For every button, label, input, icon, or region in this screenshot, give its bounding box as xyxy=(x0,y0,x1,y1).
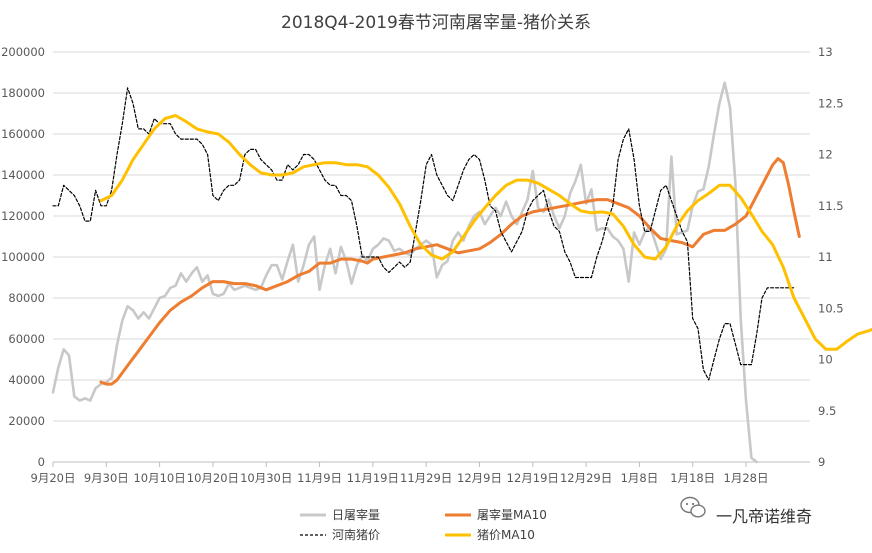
x-tick-label: 12月9日 xyxy=(457,471,502,485)
y-left-tick-label: 200000 xyxy=(1,45,45,59)
x-tick-label: 12月29日 xyxy=(560,471,612,485)
legend-label: 日屠宰量 xyxy=(332,507,380,522)
wechat-icon xyxy=(680,496,706,518)
legend: 日屠宰量 屠宰量MA10 河南猪价 猪价MA10 xyxy=(300,507,547,542)
y-right-tick-label: 11 xyxy=(818,250,833,264)
y-right-tick-label: 9 xyxy=(818,455,825,469)
y-left-tick-label: 160000 xyxy=(1,127,45,141)
x-axis: 9月20日 9月30日 10月10日 10月20日 10月30日 11月9日 11月19日 1… xyxy=(31,461,810,485)
x-tick-label: 1月8日 xyxy=(621,471,659,485)
y-right-tick-label: 12 xyxy=(818,148,833,162)
legend-label: 猪价MA10 xyxy=(477,528,535,542)
legend-label: 河南猪价 xyxy=(332,527,380,542)
x-tick-label: 11月29日 xyxy=(400,471,452,485)
x-tick-label: 10月10日 xyxy=(133,471,185,485)
legend-label: 屠宰量MA10 xyxy=(477,507,547,522)
y-axis-right: 9 9.5 10 10.5 11 11.5 12 12.5 13 xyxy=(818,45,844,469)
series-line-3 xyxy=(52,87,795,381)
series-group xyxy=(51,81,872,464)
chart-title: 2018Q4-2019春节河南屠宰量-猪价关系 xyxy=(281,13,591,33)
x-tick-label: 12月19日 xyxy=(507,471,559,485)
x-tick-label: 1月18日 xyxy=(670,471,715,485)
gridlines xyxy=(53,51,810,463)
y-left-tick-label: 40000 xyxy=(8,373,45,387)
y-left-tick-label: 180000 xyxy=(1,86,45,100)
y-right-tick-label: 11.5 xyxy=(818,199,844,213)
y-axis-left: 0 20000 40000 60000 80000 100000 120000 140000 1… xyxy=(1,45,45,469)
watermark: 一凡帝诺维奇 xyxy=(680,496,812,526)
y-left-tick-label: 140000 xyxy=(1,168,45,182)
x-tick-label: 10月30日 xyxy=(240,471,292,485)
y-left-tick-label: 100000 xyxy=(1,250,45,264)
y-left-tick-label: 60000 xyxy=(8,332,45,346)
y-right-tick-label: 13 xyxy=(818,45,833,59)
x-tick-label: 10月20日 xyxy=(187,471,239,485)
x-tick-label: 9月30日 xyxy=(84,471,129,485)
y-right-tick-label: 10.5 xyxy=(818,301,844,315)
x-tick-label: 1月28日 xyxy=(724,471,769,485)
x-tick-label: 11月19日 xyxy=(347,471,399,485)
y-left-tick-label: 120000 xyxy=(1,209,45,223)
watermark-text: 一凡帝诺维奇 xyxy=(716,507,812,526)
y-right-tick-label: 12.5 xyxy=(818,96,844,110)
x-tick-label: 11月9日 xyxy=(297,471,342,485)
series-line-4 xyxy=(99,114,872,351)
y-left-tick-label: 0 xyxy=(38,455,45,469)
y-left-tick-label: 80000 xyxy=(8,291,45,305)
y-right-tick-label: 9.5 xyxy=(818,404,836,418)
x-tick-label: 9月20日 xyxy=(31,471,76,485)
series-line-1 xyxy=(51,81,759,464)
series-line-2 xyxy=(99,157,801,386)
y-right-tick-label: 10 xyxy=(818,353,833,367)
y-left-tick-label: 20000 xyxy=(8,414,45,428)
